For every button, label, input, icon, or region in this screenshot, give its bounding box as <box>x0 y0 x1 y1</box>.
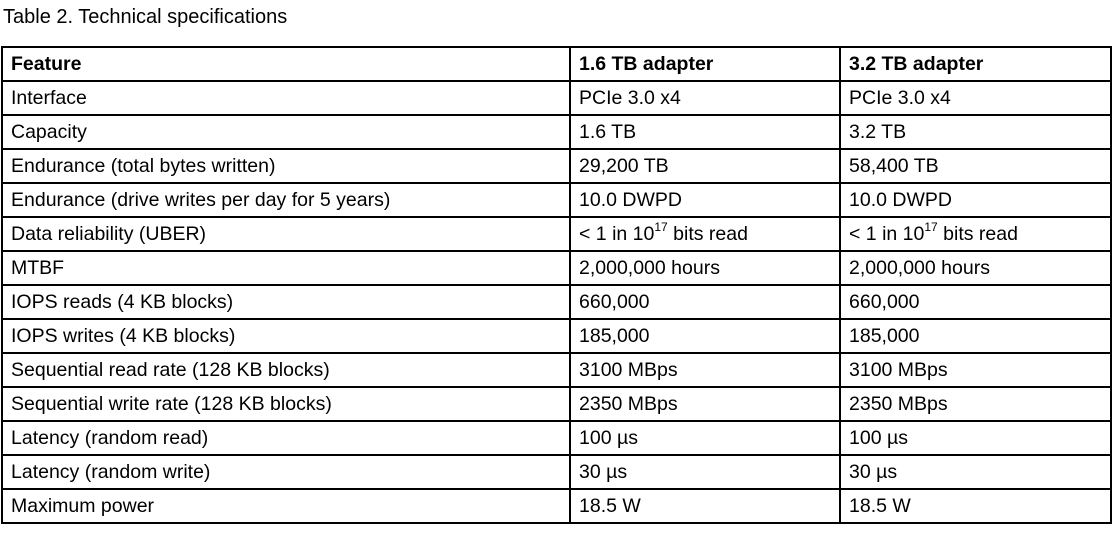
table-row: Latency (random read) 100 µs 100 µs <box>1 420 1112 456</box>
value-1-6tb-cell: 3100 MBps <box>569 352 841 388</box>
header-3-2tb: 3.2 TB adapter <box>839 46 1112 82</box>
value-text: < 1 in 10 <box>849 223 925 245</box>
exponent: 17 <box>654 220 668 234</box>
table-row: MTBF 2,000,000 hours 2,000,000 hours <box>1 250 1112 286</box>
exponent: 17 <box>924 220 938 234</box>
table-row: IOPS reads (4 KB blocks) 660,000 660,000 <box>1 284 1112 320</box>
spec-table: Feature 1.6 TB adapter 3.2 TB adapter In… <box>1 46 1112 524</box>
table-row: Maximum power 18.5 W 18.5 W <box>1 488 1112 524</box>
table-row: Endurance (drive writes per day for 5 ye… <box>1 182 1112 218</box>
feature-cell: Endurance (drive writes per day for 5 ye… <box>1 182 571 218</box>
feature-cell: Endurance (total bytes written) <box>1 148 571 184</box>
feature-cell: Interface <box>1 80 571 116</box>
value-1-6tb-cell: 2350 MBps <box>569 386 841 422</box>
table-row: Sequential write rate (128 KB blocks) 235… <box>1 386 1112 422</box>
value-text: bits read <box>667 223 748 245</box>
value-3-2tb-cell: 30 µs <box>839 454 1112 490</box>
table-row: Endurance (total bytes written) 29,200 TB… <box>1 148 1112 184</box>
feature-cell: Sequential read rate (128 KB blocks) <box>1 352 571 388</box>
table-header-row: Feature 1.6 TB adapter 3.2 TB adapter <box>1 46 1112 82</box>
value-1-6tb-cell: 1.6 TB <box>569 114 841 150</box>
value-1-6tb-cell: 660,000 <box>569 284 841 320</box>
feature-cell: IOPS reads (4 KB blocks) <box>1 284 571 320</box>
table-row: Capacity 1.6 TB 3.2 TB <box>1 114 1112 150</box>
feature-cell: Latency (random read) <box>1 420 571 456</box>
value-3-2tb-cell: 660,000 <box>839 284 1112 320</box>
value-3-2tb-cell: 3.2 TB <box>839 114 1112 150</box>
table-row: IOPS writes (4 KB blocks) 185,000 185,000 <box>1 318 1112 354</box>
feature-cell: Data reliability (UBER) <box>1 216 571 252</box>
feature-cell: Sequential write rate (128 KB blocks) <box>1 386 571 422</box>
value-3-2tb-cell: 58,400 TB <box>839 148 1112 184</box>
feature-cell: MTBF <box>1 250 571 286</box>
value-3-2tb-cell: 185,000 <box>839 318 1112 354</box>
value-1-6tb-cell: PCIe 3.0 x4 <box>569 80 841 116</box>
header-1-6tb: 1.6 TB adapter <box>569 46 841 82</box>
feature-cell: IOPS writes (4 KB blocks) <box>1 318 571 354</box>
value-1-6tb-cell: 185,000 <box>569 318 841 354</box>
value-3-2tb-cell: 18.5 W <box>839 488 1112 524</box>
feature-cell: Capacity <box>1 114 571 150</box>
value-3-2tb-cell: 100 µs <box>839 420 1112 456</box>
value-3-2tb-cell: PCIe 3.0 x4 <box>839 80 1112 116</box>
value-3-2tb-cell: < 1 in 1017 bits read <box>839 216 1112 252</box>
value-1-6tb-cell: 29,200 TB <box>569 148 841 184</box>
value-3-2tb-cell: 10.0 DWPD <box>839 182 1112 218</box>
value-1-6tb-cell: 30 µs <box>569 454 841 490</box>
value-3-2tb-cell: 2350 MBps <box>839 386 1112 422</box>
value-text: bits read <box>937 223 1018 245</box>
header-feature: Feature <box>1 46 571 82</box>
value-1-6tb-cell: < 1 in 1017 bits read <box>569 216 841 252</box>
feature-cell: Maximum power <box>1 488 571 524</box>
table-row: Latency (random write) 30 µs 30 µs <box>1 454 1112 490</box>
value-1-6tb-cell: 10.0 DWPD <box>569 182 841 218</box>
value-1-6tb-cell: 100 µs <box>569 420 841 456</box>
value-3-2tb-cell: 2,000,000 hours <box>839 250 1112 286</box>
value-1-6tb-cell: 2,000,000 hours <box>569 250 841 286</box>
table-row: Data reliability (UBER) < 1 in 1017 bits … <box>1 216 1112 252</box>
table-caption: Table 2. Technical specifications <box>3 6 288 28</box>
feature-cell: Latency (random write) <box>1 454 571 490</box>
value-3-2tb-cell: 3100 MBps <box>839 352 1112 388</box>
table-row: Interface PCIe 3.0 x4 PCIe 3.0 x4 <box>1 80 1112 116</box>
value-1-6tb-cell: 18.5 W <box>569 488 841 524</box>
value-text: < 1 in 10 <box>579 223 655 245</box>
table-row: Sequential read rate (128 KB blocks) 3100… <box>1 352 1112 388</box>
